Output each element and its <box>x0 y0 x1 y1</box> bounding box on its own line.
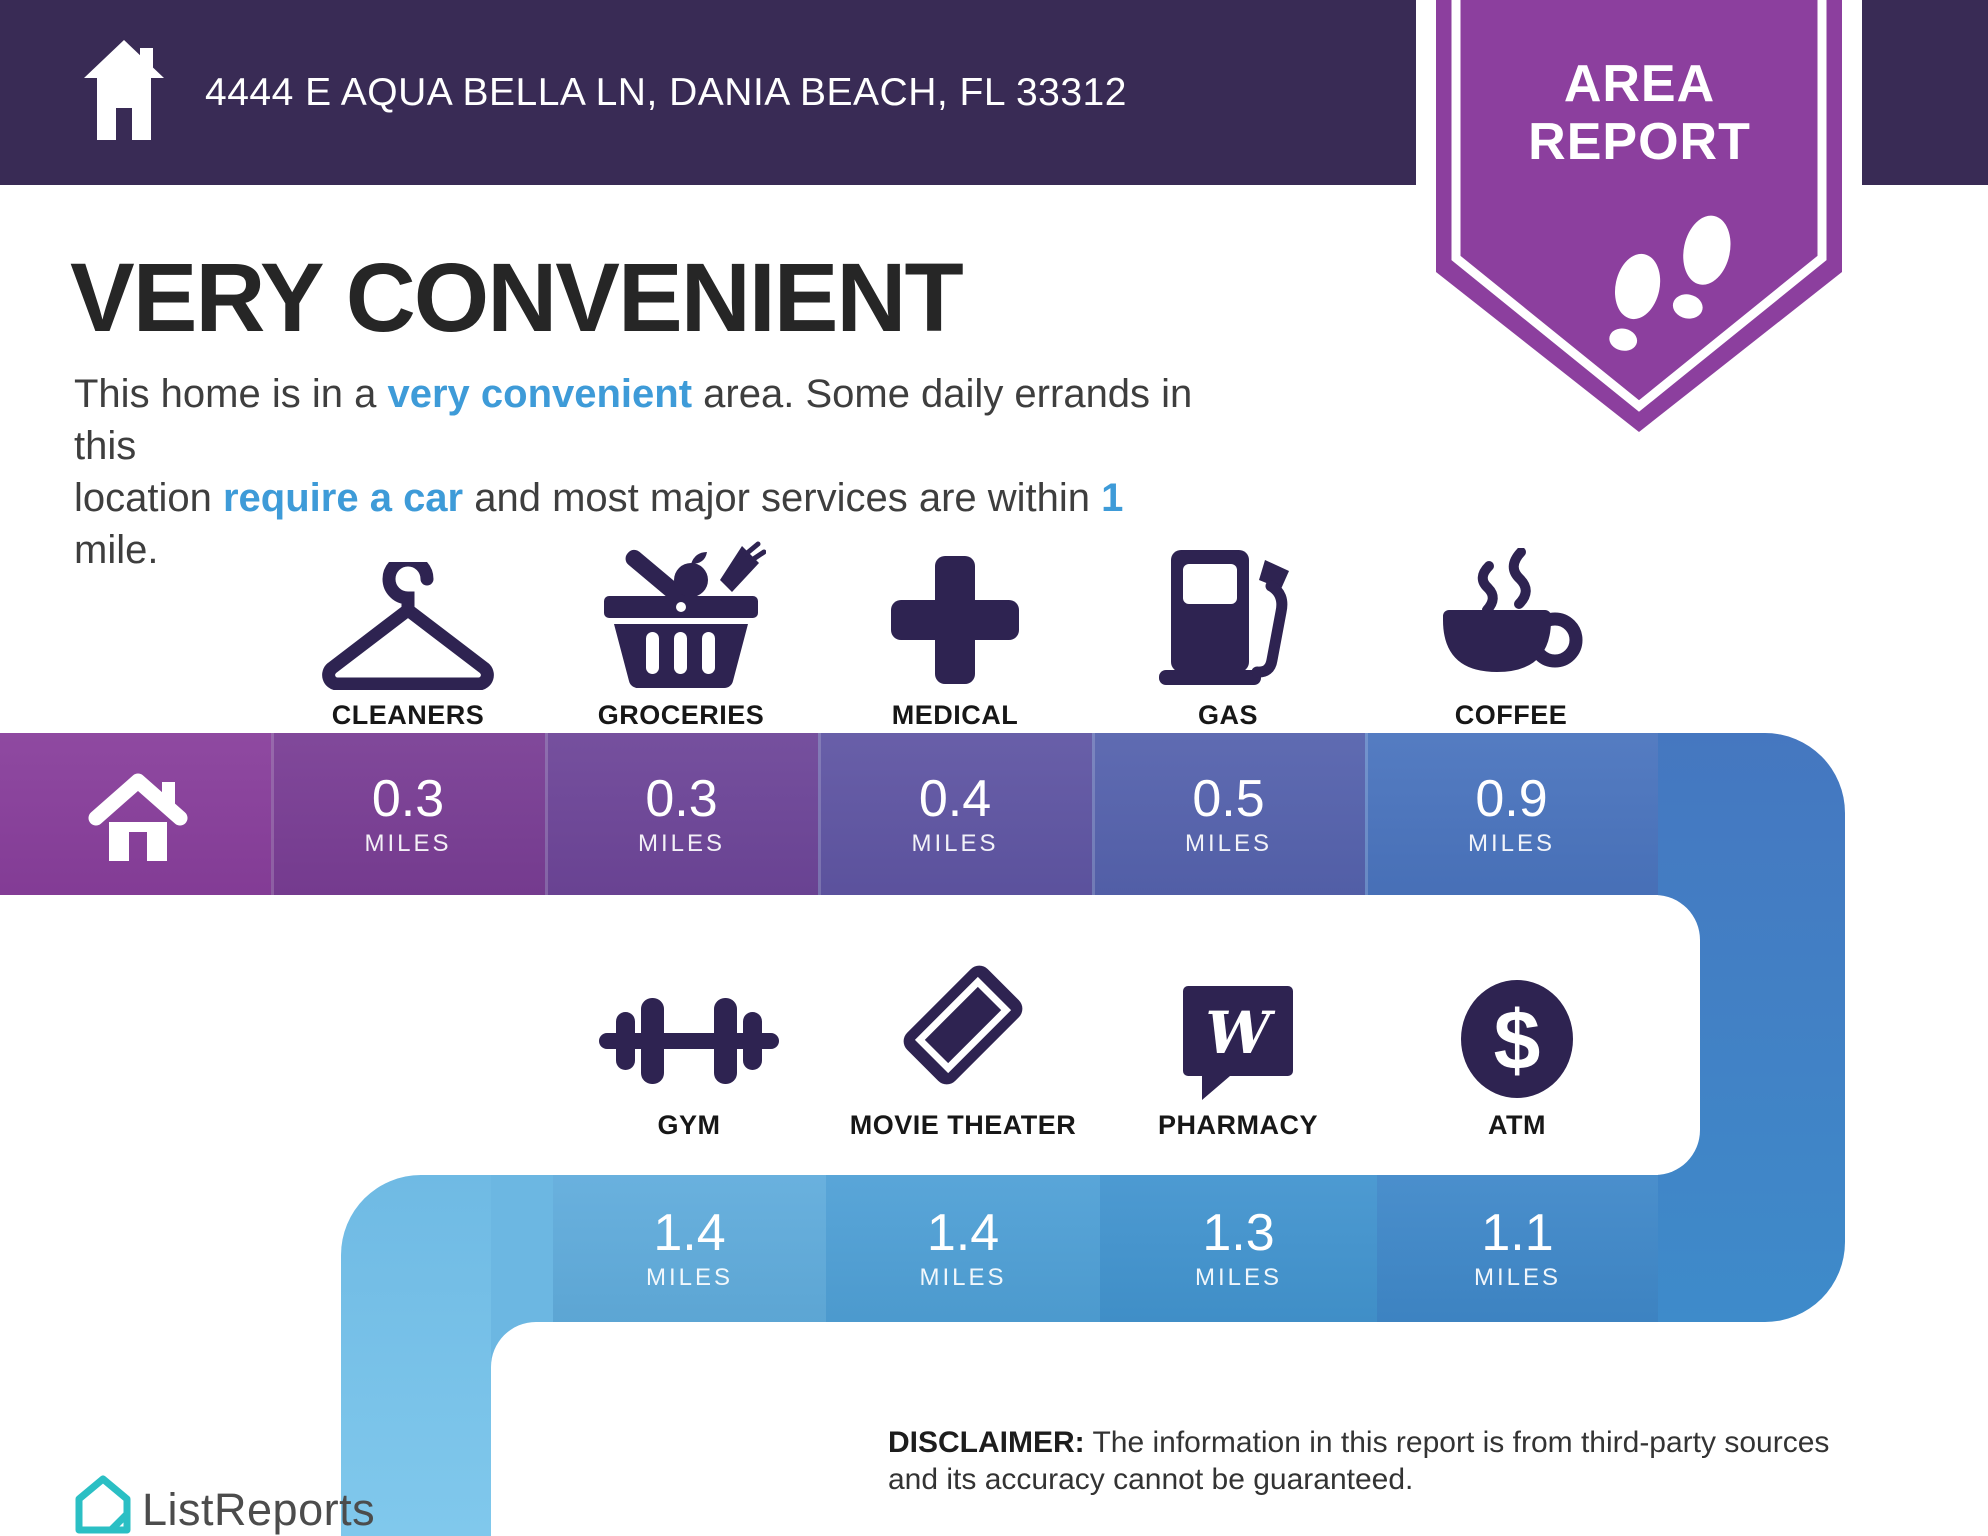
category-label: GROCERIES <box>597 700 765 730</box>
home-start-block <box>0 733 271 895</box>
intro-text: location <box>74 476 223 520</box>
home-icon <box>84 40 164 140</box>
distance-unit: MILES <box>911 829 999 857</box>
intro-text: area. Some daily errands in this <box>74 372 1193 468</box>
category-medical: MEDICAL <box>818 548 1092 731</box>
gas-pump-icon <box>1159 550 1289 685</box>
header-address: 4444 E AQUA BELLA LN, DANIA BEACH, FL 33… <box>205 70 1127 114</box>
distance-band-row1: 0.3 MILES 0.3 MILES 0.4 MILES 0.5 MILES … <box>0 733 1658 895</box>
category-pharmacy: W PHARMACY <box>1101 978 1375 1141</box>
disclaimer: DISCLAIMER: The information in this repo… <box>888 1424 1838 1498</box>
listreports-logo-icon <box>75 1475 131 1534</box>
distance-block: 0.4 MILES <box>818 733 1092 895</box>
distance-unit: MILES <box>919 1264 1007 1291</box>
intro-highlight-very-convenient: very convenient <box>387 372 693 416</box>
intro-text: and most major services are within <box>463 476 1102 520</box>
grocery-basket-icon <box>604 541 766 689</box>
atm-icon: $ <box>1460 980 1573 1098</box>
distance-block: 1.4 MILES <box>553 1175 826 1322</box>
category-cleaners: CLEANERS <box>271 548 545 731</box>
distance-block: 1.1 MILES <box>1377 1175 1658 1322</box>
category-label: PHARMACY <box>1157 1110 1318 1140</box>
disclaimer-text: The information in this report is from t… <box>888 1426 1830 1496</box>
category-label: COFFEE <box>1454 700 1568 730</box>
ticket-icon <box>903 965 1023 1085</box>
category-gym: GYM <box>552 978 826 1141</box>
distance-block: 1.4 MILES <box>826 1175 1100 1322</box>
disclaimer-label: DISCLAIMER: <box>888 1426 1085 1459</box>
distance-block: 1.3 MILES <box>1100 1175 1377 1322</box>
svg-text:$: $ <box>1493 993 1540 1087</box>
distance-value: 1.4 <box>926 1204 1000 1262</box>
hanger-icon <box>322 562 494 690</box>
distance-value: 0.9 <box>1475 769 1548 828</box>
distance-value: 0.3 <box>371 769 445 828</box>
footprints-icon <box>1609 215 1731 351</box>
intro-text: mile. <box>74 528 159 572</box>
category-atm: $ ATM <box>1380 978 1654 1141</box>
area-report-badge <box>1416 0 1862 450</box>
intro-text: This home is in a <box>74 372 388 416</box>
distance-unit: MILES <box>1194 1264 1283 1291</box>
svg-text:W: W <box>1205 999 1275 1067</box>
category-label: MOVIE THEATER <box>849 1110 1077 1140</box>
distance-unit: MILES <box>1473 1264 1562 1291</box>
distance-unit: MILES <box>637 829 726 857</box>
distance-block: 0.9 MILES <box>1365 733 1658 895</box>
band-inner-notch-left <box>491 1322 631 1462</box>
home-outline-icon <box>88 773 187 861</box>
distance-unit: MILES <box>1467 829 1556 857</box>
distance-value: 1.1 <box>1481 1204 1554 1262</box>
distance-value: 0.4 <box>918 769 992 828</box>
category-label: CLEANERS <box>331 700 485 730</box>
category-groceries: GROCERIES <box>544 541 818 731</box>
distance-block: 0.3 MILES <box>545 733 818 895</box>
category-movie-theater: MOVIE THEATER <box>826 965 1100 1141</box>
distance-band-row2: 1.4 MILES 1.4 MILES 1.3 MILES 1.1 MILES <box>553 1175 1658 1322</box>
category-label: MEDICAL <box>891 700 1019 730</box>
category-label: GAS <box>1197 700 1258 730</box>
category-label: GYM <box>657 1110 721 1140</box>
badge-line1: AREA <box>1563 55 1716 113</box>
listreports-logo-text: ListReports <box>142 1484 376 1535</box>
pharmacy-icon: W <box>1183 986 1293 1100</box>
distance-block: 0.5 MILES <box>1092 733 1365 895</box>
distance-value: 0.3 <box>645 769 718 828</box>
category-gas: GAS <box>1091 548 1365 731</box>
category-coffee: COFFEE <box>1374 548 1648 731</box>
distance-block: 0.3 MILES <box>271 733 545 895</box>
distance-unit: MILES <box>645 1264 734 1291</box>
distance-value: 1.3 <box>1202 1204 1275 1262</box>
page-title: VERY CONVENIENT <box>70 243 964 352</box>
intro-highlight-require-a-car: require a car <box>222 476 464 520</box>
intro-paragraph: This home is in a very convenient area. … <box>74 368 1194 576</box>
distance-value: 1.4 <box>653 1204 726 1262</box>
distance-unit: MILES <box>364 829 452 857</box>
distance-unit: MILES <box>1184 829 1273 857</box>
dumbbell-icon <box>599 998 779 1084</box>
distance-value: 0.5 <box>1192 769 1265 828</box>
category-label: ATM <box>1488 1110 1546 1140</box>
coffee-cup-icon <box>1442 548 1582 672</box>
medical-cross-icon <box>891 556 1019 684</box>
intro-highlight-one: 1 <box>1101 476 1124 520</box>
route-tail-down <box>341 1175 491 1536</box>
badge-line2: REPORT <box>1528 113 1751 171</box>
